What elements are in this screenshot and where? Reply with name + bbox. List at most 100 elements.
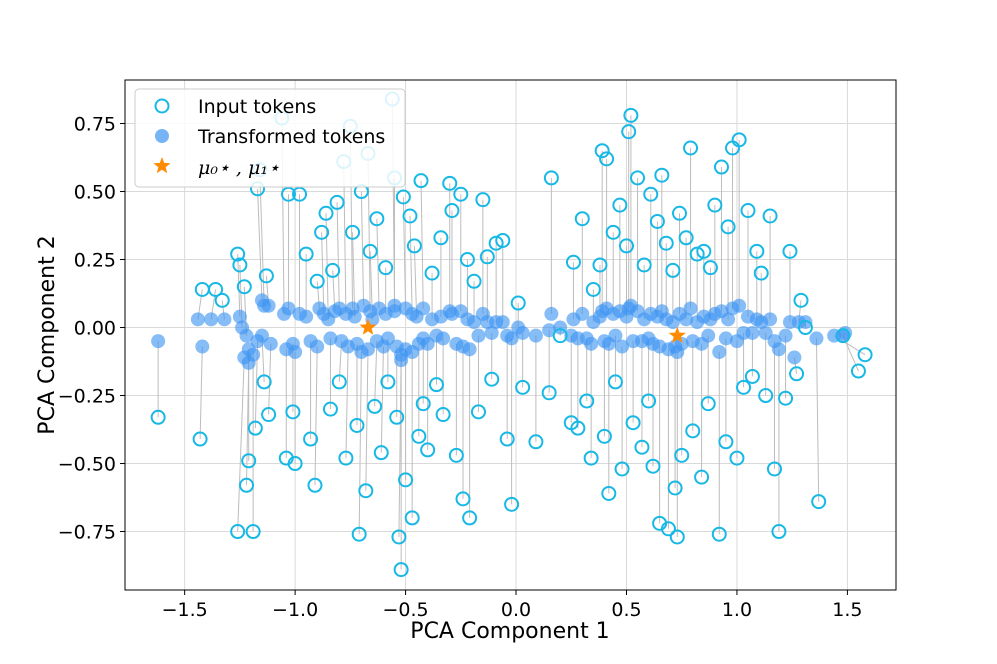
transformed-point: [420, 336, 435, 351]
input-point: [565, 254, 581, 270]
input-points: [150, 91, 873, 578]
input-point: [470, 404, 486, 420]
input-point: [424, 265, 440, 281]
connector-line: [336, 202, 340, 309]
transformed-point: [758, 325, 773, 340]
input-point: [232, 257, 248, 273]
input-point: [674, 447, 690, 463]
x-tick-label: −1.5: [162, 599, 208, 621]
legend-input-marker: [154, 98, 170, 114]
input-point: [329, 194, 345, 210]
transformed-point: [299, 309, 314, 324]
transformed-point: [310, 339, 325, 354]
input-point: [307, 477, 323, 493]
input-point: [720, 219, 736, 235]
input-point: [778, 390, 794, 406]
input-point: [658, 235, 674, 251]
input-point: [641, 393, 657, 409]
input-point: [811, 494, 827, 510]
connector-line: [815, 338, 820, 502]
transformed-point: [204, 312, 219, 327]
input-point: [455, 491, 471, 507]
input-point: [349, 417, 365, 433]
input-point: [744, 368, 760, 384]
input-point: [782, 243, 798, 259]
input-point: [665, 262, 681, 278]
input-point: [740, 203, 756, 219]
transformed-point: [190, 312, 205, 327]
input-point: [448, 447, 464, 463]
input-point: [552, 328, 568, 344]
transformed-point: [323, 331, 338, 346]
x-tick-label: 0.5: [611, 599, 641, 621]
input-point: [380, 374, 396, 390]
y-axis-label: PCA Component 2: [35, 235, 60, 434]
input-point: [499, 431, 515, 447]
input-point: [601, 485, 617, 501]
transformed-point: [721, 312, 736, 327]
input-point: [280, 186, 296, 202]
input-point: [729, 450, 745, 466]
transformed-point: [217, 312, 232, 327]
input-point: [718, 434, 734, 450]
input-point: [292, 186, 308, 202]
input-point: [287, 456, 303, 472]
transformed-point: [683, 301, 698, 316]
input-point: [325, 262, 341, 278]
connector-line: [257, 188, 263, 301]
input-point: [707, 197, 723, 213]
legend-transformed-marker: [155, 129, 169, 143]
input-point: [669, 529, 685, 545]
transformed-point: [787, 350, 802, 365]
transformed-point: [542, 323, 557, 338]
input-point: [736, 379, 752, 395]
y-tick-label: −0.50: [58, 454, 116, 476]
y-tick-label: 0.25: [74, 250, 116, 272]
transformed-point: [195, 339, 210, 354]
input-point: [415, 396, 431, 412]
input-point: [541, 385, 557, 401]
input-point: [369, 211, 385, 227]
input-point: [404, 510, 420, 526]
transformed-point: [387, 304, 402, 319]
input-point: [303, 431, 319, 447]
input-point: [749, 243, 765, 259]
input-point: [338, 450, 354, 466]
input-point: [314, 224, 330, 240]
legend-centers-label: μ₀⋆ , μ₁⋆: [198, 157, 280, 179]
input-point: [150, 409, 166, 425]
transformed-point: [232, 309, 247, 324]
input-point: [208, 281, 224, 297]
transformed-point: [608, 328, 623, 343]
transformed-point: [361, 342, 376, 357]
transformed-point: [712, 345, 727, 359]
input-point: [239, 477, 255, 493]
connector-line: [409, 215, 413, 314]
input-point: [413, 173, 429, 189]
transformed-point: [615, 339, 630, 354]
input-point: [331, 374, 347, 390]
transformed-point: [515, 325, 530, 340]
input-point: [672, 205, 688, 221]
transformed-point: [732, 298, 747, 313]
legend-input-label: Input tokens: [198, 96, 316, 118]
input-point: [711, 526, 727, 542]
input-point: [393, 562, 409, 578]
y-tick-label: 0.00: [74, 318, 116, 340]
input-point: [594, 143, 610, 159]
input-point: [391, 529, 407, 545]
connector-line: [365, 349, 369, 491]
transformed-point: [528, 328, 543, 343]
input-point: [192, 431, 208, 447]
input-point: [435, 407, 451, 423]
input-point: [462, 510, 478, 526]
input-point: [504, 496, 520, 512]
input-point: [574, 211, 590, 227]
x-axis-ticks: −1.5 −1.0 −0.5 0.0 0.5 1.0 1.5: [162, 590, 863, 621]
input-point: [488, 235, 504, 251]
transformed-point: [495, 315, 510, 330]
input-point: [667, 480, 683, 496]
x-tick-label: 1.5: [832, 599, 862, 621]
input-point: [634, 439, 650, 455]
y-tick-label: −0.75: [58, 522, 116, 544]
